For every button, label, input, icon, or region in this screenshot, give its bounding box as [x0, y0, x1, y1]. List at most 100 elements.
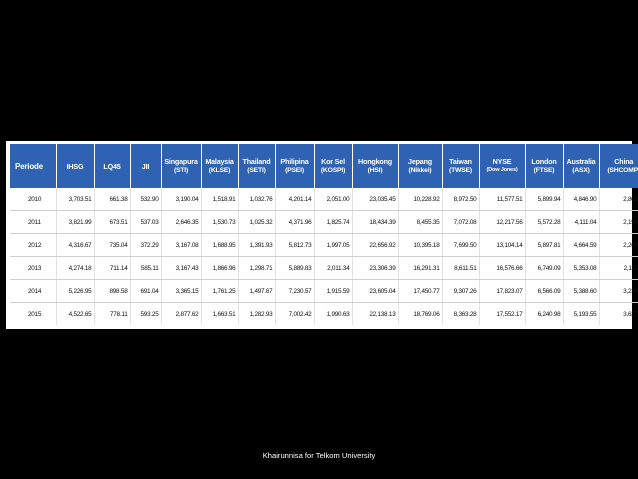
table-cell: 3,234.68 [599, 279, 638, 303]
table-cell: 7,699.50 [442, 233, 480, 257]
table-row: 2014 5,226.95 898.58 691.04 3,365.15 1,7… [10, 279, 638, 303]
table-cell: 8,363.28 [442, 302, 480, 325]
cell-year: 2013 [10, 256, 57, 280]
header-ihsg: IHSG [56, 144, 95, 188]
table-cell: 1,282.93 [238, 302, 276, 325]
table-cell: 5,572.28 [525, 210, 564, 234]
table-cell: 16,291.31 [398, 256, 443, 280]
table-cell: 1,518.91 [201, 188, 239, 211]
table-cell: 22,138.13 [352, 302, 399, 325]
header-jepang: Jepang (Nikkei) [398, 144, 443, 188]
table-cell: 5,899.94 [525, 188, 564, 211]
cell-year: 2015 [10, 302, 57, 325]
table-cell: 1,497.67 [238, 279, 276, 303]
table-cell: 7,002.42 [275, 302, 315, 325]
table-cell: 532.90 [130, 188, 162, 211]
table-cell: 2,115.98 [599, 256, 638, 280]
table-cell: 11,577.51 [479, 188, 526, 211]
table-cell: 5,226.95 [56, 279, 95, 303]
table-cell: 2,011.34 [314, 256, 353, 280]
table-cell: 23,306.39 [352, 256, 399, 280]
table-cell: 6,566.09 [525, 279, 564, 303]
table-cell: 4,522.65 [56, 302, 95, 325]
table-cell: 1,025.32 [238, 210, 276, 234]
table-cell: 8,611.51 [442, 256, 480, 280]
table-cell: 2,646.35 [161, 210, 202, 234]
table-cell: 3,821.99 [56, 210, 95, 234]
cell-year: 2014 [10, 279, 57, 303]
table-cell: 1,825.74 [314, 210, 353, 234]
table-cell: 4,664.59 [563, 233, 600, 257]
table-cell: 8,972.50 [442, 188, 480, 211]
header-london: London (FTSE) [525, 144, 564, 188]
table-cell: 3,167.08 [161, 233, 202, 257]
table-cell: 537.03 [130, 210, 162, 234]
table-cell: 5,193.55 [563, 302, 600, 325]
table-panel: Periode IHSG LQ45 JII Singapura (STI) Mal… [6, 141, 638, 329]
table-cell: 4,111.04 [563, 210, 600, 234]
table-cell: 1,997.05 [314, 233, 353, 257]
table-cell: 22,656.92 [352, 233, 399, 257]
table-cell: 2,877.62 [161, 302, 202, 325]
table-cell: 10,228.92 [398, 188, 443, 211]
table-cell: 1,915.59 [314, 279, 353, 303]
table-cell: 6,240.98 [525, 302, 564, 325]
cell-year: 2011 [10, 210, 57, 234]
footer-credit: Khairunnisa for Telkom University [262, 451, 376, 460]
table-cell: 4,201.14 [275, 188, 315, 211]
header-australia: Australia (ASX) [563, 144, 600, 188]
table-cell: 10,395.18 [398, 233, 443, 257]
table-cell: 711.14 [94, 256, 131, 280]
table-cell: 593.25 [130, 302, 162, 325]
header-philipina: Philipina (PSEI) [275, 144, 315, 188]
table-cell: 3,365.15 [161, 279, 202, 303]
table-cell: 8,455.35 [398, 210, 443, 234]
table-cell: 1,688.95 [201, 233, 239, 257]
table-row: 2011 3,821.99 673.51 537.03 2,646.35 1,5… [10, 210, 638, 234]
table-cell: 1,391.93 [238, 233, 276, 257]
table-cell: 7,072.08 [442, 210, 480, 234]
table-body: 2010 3,703.51 661.38 532.90 3,190.04 1,5… [10, 188, 638, 325]
table-row: 2015 4,522.65 778.11 593.25 2,877.62 1,6… [10, 302, 638, 325]
header-thailand: Thailand (SETI) [238, 144, 276, 188]
table-cell: 585.11 [130, 256, 162, 280]
table-cell: 5,388.60 [563, 279, 600, 303]
table-cell: 898.58 [94, 279, 131, 303]
header-singapura: Singapura (STI) [161, 144, 202, 188]
table-cell: 3,703.51 [56, 188, 95, 211]
header-nyse: NYSE (Dow Jones) [479, 144, 526, 188]
table-cell: 2,269.13 [599, 233, 638, 257]
table-cell: 9,307.26 [442, 279, 480, 303]
table-cell: 16,576.66 [479, 256, 526, 280]
table-cell: 17,823.07 [479, 279, 526, 303]
table-cell: 3,190.04 [161, 188, 202, 211]
cell-year: 2010 [10, 188, 57, 211]
table-cell: 661.38 [94, 188, 131, 211]
header-kor-sel: Kor Sel (KOSPI) [314, 144, 353, 188]
table-cell: 778.11 [94, 302, 131, 325]
table-cell: 4,846.90 [563, 188, 600, 211]
table-cell: 3,627.91 [623, 310, 638, 318]
table-cell: 1,663.51 [201, 302, 239, 325]
table-cell: 5,897.81 [525, 233, 564, 257]
header-hongkong: Hongkong (HSI) [352, 144, 399, 188]
table-cell: 4,274.18 [56, 256, 95, 280]
table-row: 2010 3,703.51 661.38 532.90 3,190.04 1,5… [10, 188, 638, 211]
table-cell: 1,032.76 [238, 188, 276, 211]
table-cell: 1,866.96 [201, 256, 239, 280]
table-cell: 17,552.17 [479, 302, 526, 325]
table-cell: 735.04 [94, 233, 131, 257]
table-cell: 17,450.77 [398, 279, 443, 303]
header-row: Periode IHSG LQ45 JII Singapura (STI) Mal… [10, 144, 638, 188]
table-cell: 1,298.71 [238, 256, 276, 280]
table-cell: 673.51 [94, 210, 131, 234]
table-cell: 5,812.73 [275, 233, 315, 257]
table-cell: 23,605.04 [352, 279, 399, 303]
table-cell: 3,167.43 [161, 256, 202, 280]
table-cell: 18,769.06 [398, 302, 443, 325]
table-cell: 2,808.08 [599, 188, 638, 211]
table-cell: 1,530.73 [201, 210, 239, 234]
header-malaysia: Malaysia (KLSE) [201, 144, 239, 188]
header-china: China (SHCOMP) [599, 144, 638, 188]
header-taiwan: Taiwan (TWSE) [442, 144, 480, 188]
